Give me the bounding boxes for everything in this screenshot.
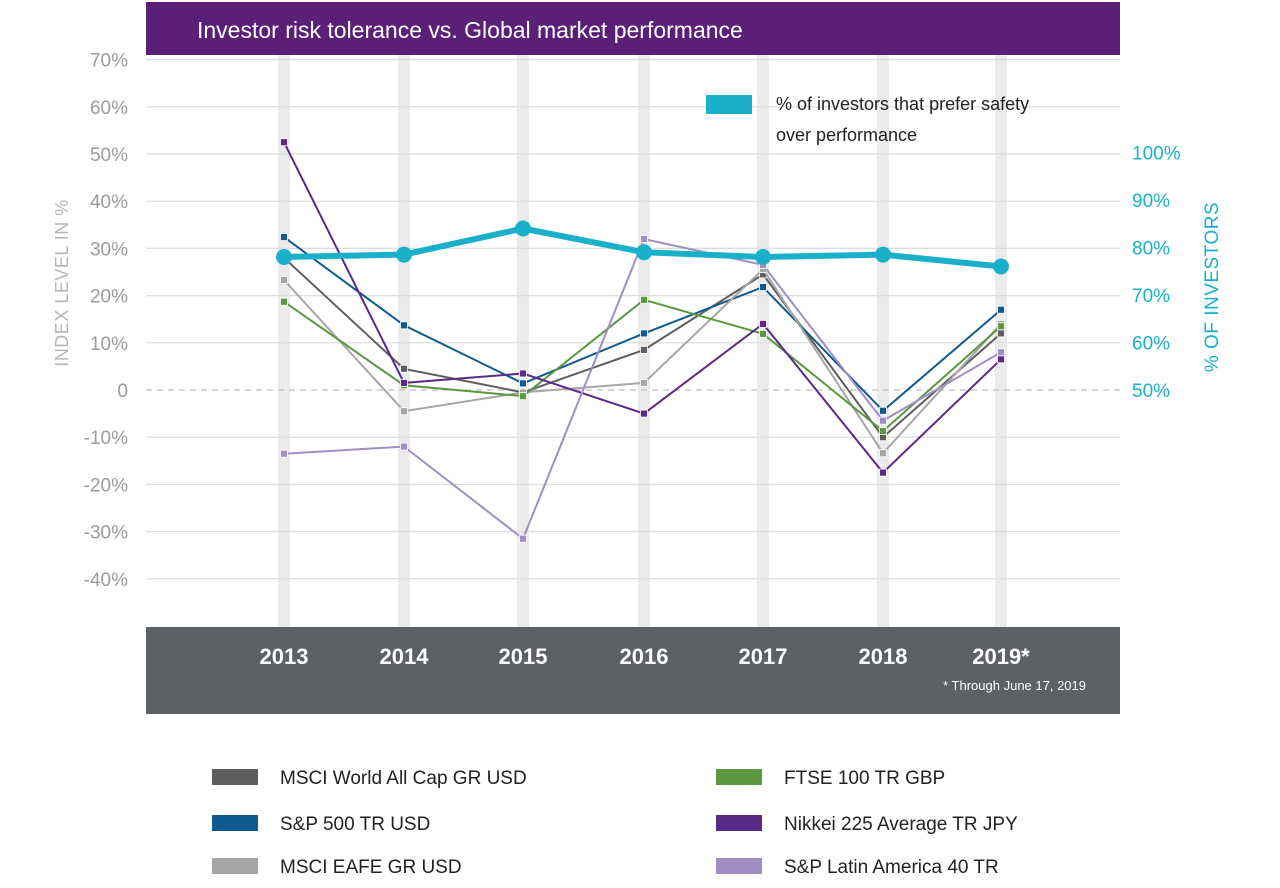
y-tick-left: 0	[117, 381, 128, 402]
series-point-4-2015	[519, 369, 527, 378]
y-axis-right-label: % OF INVESTORS	[1202, 202, 1223, 372]
legend-swatch-5	[716, 858, 762, 874]
legend-swatch-0	[212, 769, 258, 785]
y-tick-right: 50%	[1132, 381, 1170, 402]
year-column-2019*	[995, 55, 1007, 627]
legend-label-1: S&P 500 TR USD	[280, 814, 430, 835]
series-point-3-2017	[759, 329, 767, 338]
safety-legend-line-2: over performance	[776, 125, 917, 145]
x-tick: 2015	[499, 644, 548, 669]
safety-point-2016	[636, 244, 652, 261]
index-series	[280, 138, 1005, 543]
y-tick-left: 10%	[90, 334, 128, 355]
safety-point-2014	[396, 246, 412, 263]
x-axis-band	[146, 627, 1120, 714]
y-axis-left-label: INDEX LEVEL IN %	[52, 199, 72, 366]
legend-label-0: MSCI World All Cap GR USD	[280, 768, 527, 789]
safety-point-2019*	[993, 258, 1009, 275]
series-point-1-2019*	[997, 305, 1005, 314]
x-tick: 2014	[380, 644, 430, 669]
title-band	[146, 2, 1120, 55]
x-tick: 2019*	[972, 644, 1030, 669]
y-tick-right: 100%	[1132, 144, 1181, 165]
y-tick-left: 50%	[90, 145, 128, 166]
y-tick-left: 20%	[90, 287, 128, 308]
series-point-3-2019*	[997, 322, 1005, 331]
y-tick-left: 40%	[90, 192, 128, 213]
series-point-1-2015	[519, 379, 527, 388]
safety-legend-swatch	[706, 95, 752, 114]
y-axis-left: 70% 60% 50% 40% 30% 20% 10% 0 -10% -20% -30% -40%	[84, 51, 128, 591]
series-point-1-2018	[879, 406, 887, 415]
y-axis-right: 100% 90% 80% 70% 60% 50%	[1132, 144, 1181, 403]
series-point-3-2013	[280, 297, 288, 306]
series-point-1-2016	[640, 329, 648, 338]
year-column-2014	[398, 55, 410, 627]
series-point-2-2013	[280, 276, 288, 284]
series-point-0-2016	[640, 345, 648, 354]
chart-title: Investor risk tolerance vs. Global marke…	[197, 17, 743, 43]
y-tick-right: 90%	[1132, 191, 1170, 212]
series-point-1-2017	[759, 283, 767, 292]
series-point-0-2019*	[997, 329, 1005, 338]
series-point-4-2013	[280, 138, 288, 147]
y-tick-left: -20%	[84, 475, 128, 496]
series-point-4-2017	[759, 320, 767, 328]
footnote: * Through June 17, 2019	[943, 678, 1086, 693]
legend-swatch-4	[716, 815, 762, 831]
legend-label-4: Nikkei 225 Average TR JPY	[784, 814, 1018, 835]
y-tick-left: 70%	[90, 51, 128, 72]
series-point-2-2016	[640, 379, 648, 387]
series-point-5-2013	[280, 449, 288, 458]
series-point-5-2014	[400, 442, 408, 451]
series-point-4-2014	[400, 379, 408, 387]
y-tick-right: 60%	[1132, 334, 1170, 355]
y-tick-right: 70%	[1132, 286, 1170, 307]
y-tick-right: 80%	[1132, 239, 1170, 260]
series-point-3-2016	[640, 295, 648, 304]
safety-point-2018	[875, 246, 891, 263]
y-tick-left: -40%	[84, 570, 128, 591]
series-point-5-2018	[879, 416, 887, 425]
y-tick-left: 60%	[90, 98, 128, 119]
legend-swatch-2	[212, 858, 258, 874]
year-column-2016	[638, 55, 650, 627]
legend-swatch-3	[716, 769, 762, 785]
series-point-3-2018	[879, 427, 887, 435]
series-point-4-2016	[640, 409, 648, 418]
series-point-4-2019*	[997, 355, 1005, 364]
year-column-2017	[757, 55, 769, 627]
series-point-3-2015	[519, 392, 527, 401]
safety-legend-line-1: % of investors that prefer safety	[776, 94, 1029, 114]
series-point-5-2019*	[997, 348, 1005, 357]
x-tick: 2013	[260, 644, 309, 669]
legend-label-3: FTSE 100 TR GBP	[784, 768, 945, 789]
series-point-5-2015	[519, 534, 527, 543]
x-tick: 2017	[739, 644, 788, 669]
series-point-4-2018	[879, 468, 887, 477]
legend-swatch-1	[212, 815, 258, 831]
series-point-5-2016	[640, 235, 648, 243]
series-point-2-2014	[400, 407, 408, 416]
legend: MSCI World All Cap GR USD FTSE 100 TR GBP…	[212, 768, 1018, 878]
x-tick: 2016	[620, 644, 669, 669]
x-axis: 2013 2014 2015 2016 2017 2018 2019*	[260, 644, 1031, 669]
safety-point-2013	[276, 249, 292, 265]
y-tick-left: 30%	[90, 239, 128, 260]
legend-label-2: MSCI EAFE GR USD	[280, 857, 462, 878]
series-point-1-2013	[280, 233, 288, 241]
series-point-0-2014	[400, 364, 408, 373]
y-tick-left: -30%	[84, 523, 128, 544]
safety-point-2017	[755, 249, 771, 265]
y-tick-left: -10%	[84, 428, 128, 449]
series-point-1-2014	[400, 321, 408, 330]
safety-series	[276, 220, 1009, 275]
x-tick: 2018	[859, 644, 908, 669]
legend-label-5: S&P Latin America 40 TR	[784, 857, 999, 878]
gridlines	[146, 58, 1120, 580]
series-point-2-2018	[879, 449, 887, 458]
safety-point-2015	[515, 220, 531, 237]
